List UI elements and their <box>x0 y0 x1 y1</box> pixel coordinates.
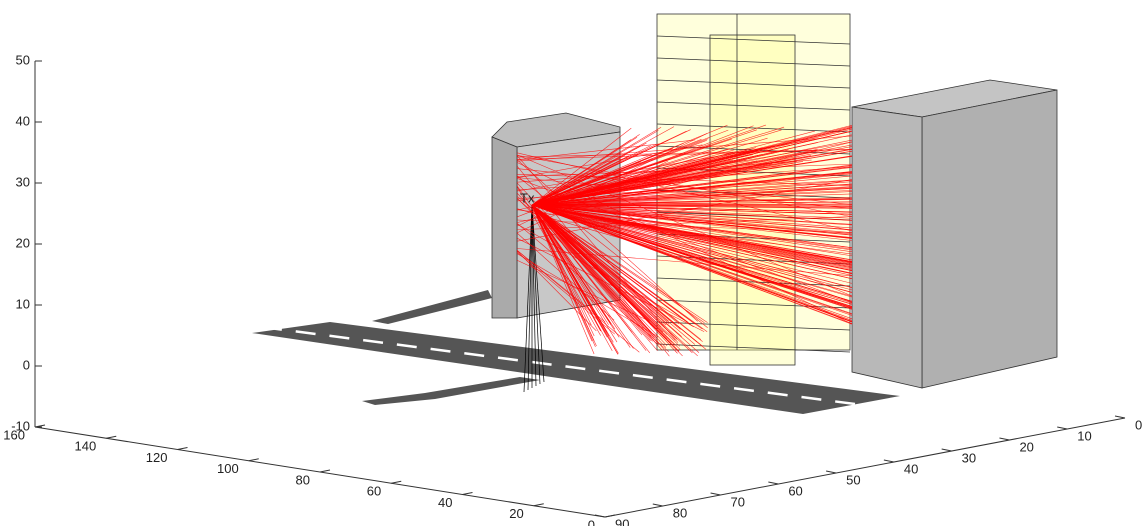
x-tick-label: 40 <box>438 495 452 510</box>
y-tick <box>768 482 778 484</box>
chart: Tx -100102030405002040608010012014016001… <box>0 0 1145 526</box>
y-tick <box>653 504 663 506</box>
z-tick-label: 0 <box>23 357 30 372</box>
x-tick <box>106 436 116 438</box>
y-tick-label: 50 <box>846 472 860 487</box>
z-tick-label: 40 <box>16 113 30 128</box>
x-tick-label: 80 <box>296 472 310 487</box>
y-tick-label: 70 <box>731 494 745 509</box>
scene: Tx <box>252 14 1057 414</box>
x-tick <box>391 481 401 483</box>
tx-label: Tx <box>520 190 535 205</box>
x-tick-label: 120 <box>146 450 168 465</box>
x-tick-label: 60 <box>367 484 381 499</box>
x-tick <box>249 459 259 461</box>
y-tick <box>942 449 952 451</box>
x-tick-label: 20 <box>509 506 523 521</box>
x-tick <box>534 504 544 506</box>
y-tick-label: 60 <box>788 483 802 498</box>
x-tick <box>320 470 330 472</box>
y-tick <box>1115 416 1125 418</box>
y-tick <box>826 471 836 473</box>
z-tick-label: 30 <box>16 174 30 189</box>
y-tick <box>1057 427 1067 429</box>
y-tick <box>999 438 1009 440</box>
y-tick-label: 90 <box>615 516 629 526</box>
y-tick <box>884 460 894 462</box>
x-tick-label: 0 <box>588 517 595 526</box>
z-tick-label: 10 <box>16 296 30 311</box>
y-tick <box>711 493 721 495</box>
road <box>372 290 492 324</box>
z-tick-label: 20 <box>16 235 30 250</box>
y-tick-label: 20 <box>1019 439 1033 454</box>
y-tick-label: 40 <box>904 461 918 476</box>
x-tick <box>178 448 188 450</box>
y-axis <box>605 418 1125 517</box>
x-tick-label: 160 <box>3 427 25 442</box>
y-tick-label: 10 <box>1077 428 1091 443</box>
z-tick-label: 50 <box>16 52 30 67</box>
y-tick-label: 30 <box>962 450 976 465</box>
road <box>362 377 540 405</box>
y-tick-label: 0 <box>1135 417 1142 432</box>
building <box>922 90 1057 388</box>
x-tick-label: 140 <box>75 439 97 454</box>
building <box>852 107 922 388</box>
building <box>492 137 517 318</box>
x-tick <box>463 493 473 495</box>
x-tick-label: 100 <box>217 461 239 476</box>
y-tick-label: 80 <box>673 505 687 520</box>
